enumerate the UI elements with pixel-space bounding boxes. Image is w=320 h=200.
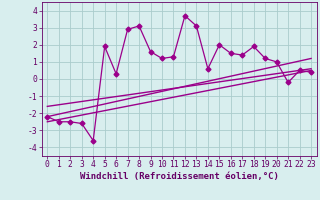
X-axis label: Windchill (Refroidissement éolien,°C): Windchill (Refroidissement éolien,°C) [80, 172, 279, 181]
